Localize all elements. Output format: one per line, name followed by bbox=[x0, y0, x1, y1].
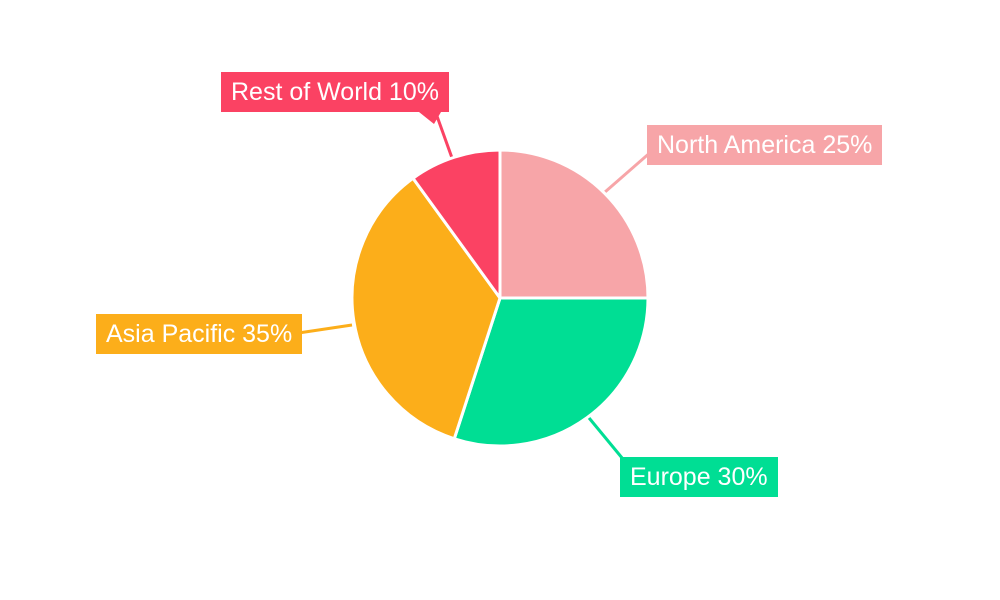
callout-label-rest-of-world[interactable]: Rest of World 10% bbox=[221, 72, 449, 112]
callout-label-europe-text: Europe 30% bbox=[630, 462, 768, 491]
callout-label-north-america[interactable]: North America 25% bbox=[647, 125, 883, 165]
pie-slice-rest-of-world[interactable] bbox=[411, 148, 502, 300]
callout-label-north-america-text: North America 25% bbox=[657, 130, 873, 159]
callout-label-asia-pacific[interactable]: Asia Pacific 35% bbox=[96, 314, 303, 354]
pie-slice-asia-pacific[interactable] bbox=[350, 176, 502, 441]
pie-slice-europe[interactable] bbox=[452, 296, 650, 448]
pie-slice-north-america[interactable] bbox=[498, 148, 650, 300]
callout-label-asia-pacific-text: Asia Pacific 35% bbox=[106, 319, 293, 348]
callout-label-europe[interactable]: Europe 30% bbox=[620, 457, 778, 497]
callout-label-rest-of-world-text: Rest of World 10% bbox=[231, 77, 439, 106]
callout-tail-rest-of-world bbox=[419, 112, 441, 124]
